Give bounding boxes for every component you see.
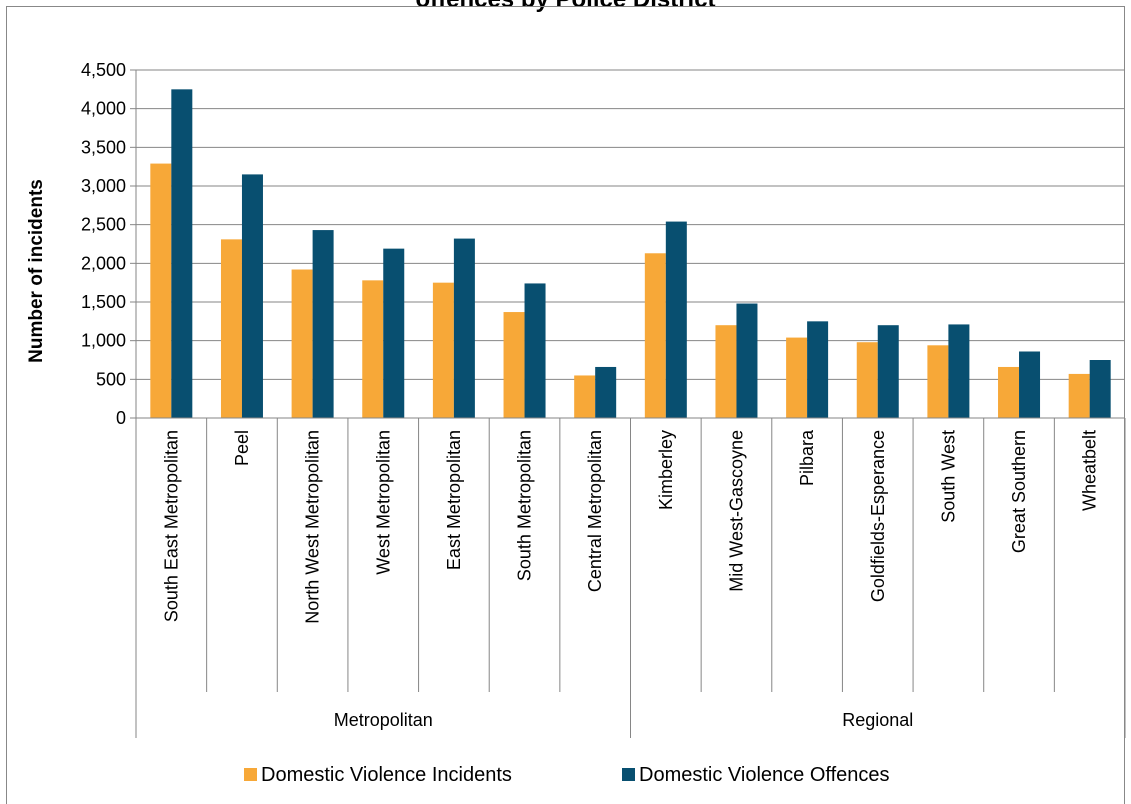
y-tick-label: 2,000 xyxy=(81,253,126,273)
bar xyxy=(998,366,1020,418)
bar xyxy=(856,342,878,418)
y-tick-label: 500 xyxy=(96,369,126,389)
bar xyxy=(432,282,454,418)
category-label: South Metropolitan xyxy=(515,430,535,581)
category-label: Peel xyxy=(232,430,252,466)
bar xyxy=(1068,373,1090,418)
bar xyxy=(241,174,263,418)
y-axis-ticks: 0 500 1,000 1,500 2,000 2,500 3,000 3,500 4,000 4… xyxy=(81,60,136,428)
y-tick-label: 0 xyxy=(116,408,126,428)
gridlines xyxy=(136,69,1125,380)
category-label: North West Metropolitan xyxy=(303,430,323,624)
bar xyxy=(665,221,687,418)
bar xyxy=(312,230,334,418)
bar xyxy=(877,325,899,418)
category-label: Mid West-Gascoyne xyxy=(726,430,746,592)
bar xyxy=(383,248,405,418)
category-label: Goldfields-Esperance xyxy=(868,430,888,602)
bar xyxy=(715,325,737,418)
bar xyxy=(786,337,808,418)
category-label: Great Southern xyxy=(1009,430,1029,553)
y-tick-label: 1,000 xyxy=(81,331,126,351)
bar xyxy=(220,239,242,418)
y-tick-label: 4,000 xyxy=(81,99,126,119)
bar xyxy=(644,253,666,418)
bar xyxy=(503,312,525,418)
legend-label: Domestic Violence Offences xyxy=(639,764,890,786)
bar xyxy=(524,283,546,418)
y-axis-label: Number of incidents xyxy=(26,179,47,363)
bar xyxy=(1019,351,1041,418)
y-tick-label: 2,500 xyxy=(81,215,126,235)
legend: Domestic Violence Incidents Domestic Viol… xyxy=(244,764,890,786)
bar xyxy=(948,324,970,418)
category-label: Wheatbelt xyxy=(1080,430,1100,511)
legend-swatch xyxy=(244,768,257,781)
chart-title: offences by Police District xyxy=(0,0,1131,12)
y-tick-label: 3,000 xyxy=(81,176,126,196)
category-label: Pilbara xyxy=(797,429,817,486)
bars xyxy=(150,89,1111,418)
y-tick-label: 1,500 xyxy=(81,292,126,312)
axes xyxy=(135,70,1126,738)
bar xyxy=(574,375,596,418)
bar xyxy=(291,269,313,418)
bar xyxy=(1089,360,1111,418)
chart-frame xyxy=(6,6,1125,804)
bar xyxy=(807,321,829,418)
bar xyxy=(150,163,172,418)
y-tick-label: 4,500 xyxy=(81,60,126,80)
category-label: Kimberley xyxy=(656,430,676,510)
group-label: Regional xyxy=(842,710,913,730)
group-label: Metropolitan xyxy=(334,710,433,730)
bar xyxy=(927,345,949,418)
bar xyxy=(171,89,193,418)
group-labels: Metropolitan Regional xyxy=(334,710,914,730)
bar xyxy=(453,238,475,418)
category-label: East Metropolitan xyxy=(444,430,464,570)
x-axis-labels: South East Metropolitan Peel North West Me… xyxy=(161,429,1099,624)
y-tick-label: 3,500 xyxy=(81,137,126,157)
category-label: West Metropolitan xyxy=(373,430,393,575)
category-label: South West xyxy=(938,430,958,523)
bar xyxy=(736,303,758,418)
legend-label: Domestic Violence Incidents xyxy=(261,764,512,786)
bar xyxy=(362,280,384,418)
legend-swatch xyxy=(622,768,635,781)
category-label: Central Metropolitan xyxy=(585,430,605,592)
category-label: South East Metropolitan xyxy=(161,430,181,622)
bar xyxy=(595,366,617,418)
